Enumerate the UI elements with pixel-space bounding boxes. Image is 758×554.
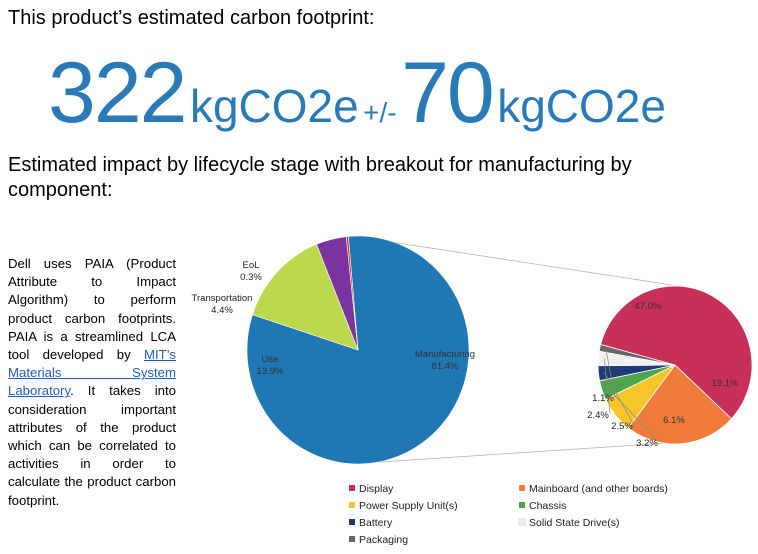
legend-item-packaging: Packaging <box>349 534 408 546</box>
slice-packaging <box>598 344 676 366</box>
legend-swatch <box>519 485 525 491</box>
legend-swatch <box>519 502 525 508</box>
legend-label: Solid State Drive(s) <box>529 517 619 529</box>
legend-label: Chassis <box>529 500 566 512</box>
footprint-number: 322 <box>48 45 187 141</box>
legend-item-mainboard-and-other-boards: Mainboard (and other boards) <box>519 483 668 495</box>
legend-label: Battery <box>359 517 393 529</box>
label-manufacturing: Manufacturing <box>415 349 475 360</box>
uncertainty-number: 70 <box>401 45 495 141</box>
plus-minus: +/- <box>363 97 397 128</box>
label-transportation: Transportation <box>192 293 253 304</box>
slice-eol <box>345 236 359 351</box>
label-eol: EoL <box>243 260 260 271</box>
value-packaging: 1.1% <box>592 393 614 404</box>
manufacturing-breakout-pie <box>597 285 753 445</box>
legend-swatch <box>349 502 355 508</box>
legend-label: Display <box>359 483 394 495</box>
value-display: 47.0% <box>635 301 662 312</box>
legend-swatch <box>349 519 355 525</box>
breakout-connectors <box>364 237 673 464</box>
legend: Display Mainboard (and other boards) Power… <box>349 483 668 546</box>
legend-item-solid-state-drive-s: Solid State Drive(s) <box>518 517 619 529</box>
legend-swatch <box>349 536 355 542</box>
legend-label: Power Supply Unit(s) <box>359 500 458 512</box>
leader-chassis <box>607 387 660 443</box>
legend-item-battery: Battery <box>349 517 393 529</box>
connector-top <box>364 237 673 286</box>
legend-swatch <box>349 485 355 491</box>
value-power-supply-unit-s: 6.1% <box>663 415 685 426</box>
value-chassis: 3.2% <box>636 438 658 449</box>
legend-label: Mainboard (and other boards) <box>529 483 668 495</box>
description-paragraph: Dell uses PAIA (Product Attribute to Imp… <box>8 255 176 510</box>
label-use: Use <box>262 354 279 365</box>
leader-packaging <box>605 349 616 398</box>
value-solid-state-drive-s: 2.4% <box>587 410 609 421</box>
carbon-footprint-value: 322 kgCO2e +/- 70 kgCO2e <box>48 48 666 163</box>
footprint-unit: kgCO2e <box>189 80 359 132</box>
mit-link[interactable]: MIT’s Materials System Laboratory <box>8 347 176 399</box>
lifecycle-pie <box>246 235 470 465</box>
legend-item-display: Display <box>349 483 394 495</box>
leader-solid-state-drive-s <box>604 358 611 415</box>
value-battery: 2.5% <box>611 421 633 432</box>
value-use: 13.9% <box>257 366 284 377</box>
value-mainboard-and-other-boards: 19.1% <box>712 378 739 389</box>
uncertainty-unit: kgCO2e <box>497 80 666 132</box>
legend-swatch <box>518 518 526 526</box>
leader-battery <box>604 372 635 426</box>
page-title: This product’s estimated carbon footprin… <box>8 7 375 29</box>
legend-label: Packaging <box>359 534 408 546</box>
slice-use <box>252 243 359 351</box>
value-manufacturing: 81.4% <box>432 361 459 372</box>
legend-item-power-supply-unit-s: Power Supply Unit(s) <box>349 500 458 512</box>
breakout-pie-labels: 47.0% 19.1% 6.1% 3.2%2.5%2.4% 1.1% <box>587 301 739 449</box>
section-subtitle: Estimated impact by lifecycle stage with… <box>8 154 632 201</box>
slice-display <box>600 285 753 420</box>
slice-mainboard-and-other-boards <box>627 364 732 445</box>
legend-item-chassis: Chassis <box>519 500 566 512</box>
value-transportation: 4.4% <box>211 305 233 316</box>
description-text: Dell uses PAIA (Product Attribute to Imp… <box>8 256 176 363</box>
value-eol: 0.3% <box>240 272 262 283</box>
connector-bottom <box>364 442 669 464</box>
slice-manufacturing <box>246 235 470 465</box>
description-text-end: . It takes into consideration important … <box>8 383 176 508</box>
